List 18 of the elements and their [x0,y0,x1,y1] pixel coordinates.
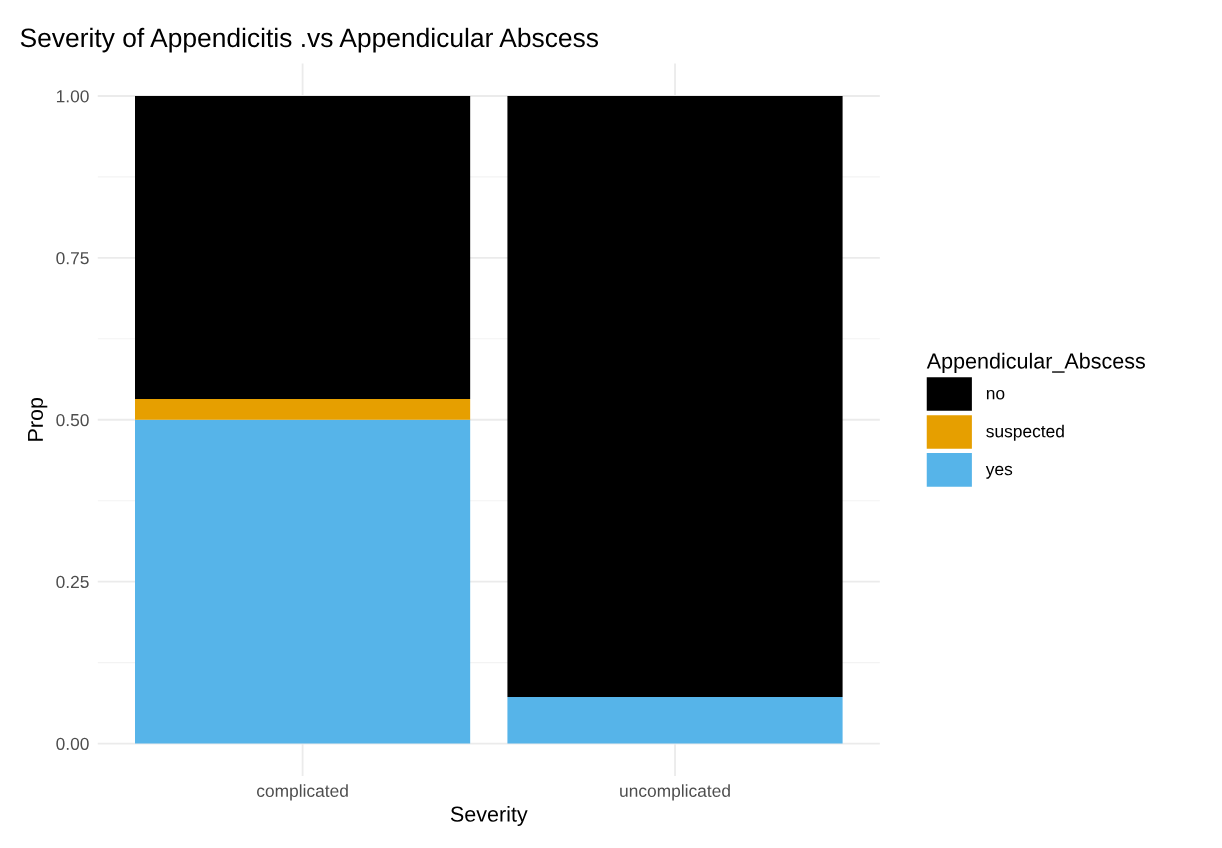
chart-title: Severity of Appendicitis .vs Appendicular Abscess [20,27,599,53]
x-tick-label: uncomplicated [620,784,730,801]
y-axis-title: Prop [28,397,48,441]
x-axis-title: Severity [450,805,528,827]
bar [507,696,843,744]
bar [135,419,471,744]
bar [135,95,471,400]
y-tick-label: 1.00 [56,90,89,103]
y-tick-label: 0.25 [56,575,89,589]
legend-title: Appendicular_Abscess [926,352,1145,373]
y-tick-label: 0.75 [56,252,89,265]
legend-label: yes [985,465,1013,479]
legend-label: no [986,389,1005,400]
y-tick-label: 0.00 [56,737,89,750]
x-tick-label: complicated [257,784,348,801]
legend-label: suspected [986,424,1064,441]
y-tick-label: 0.50 [56,413,89,427]
bar [135,399,471,420]
